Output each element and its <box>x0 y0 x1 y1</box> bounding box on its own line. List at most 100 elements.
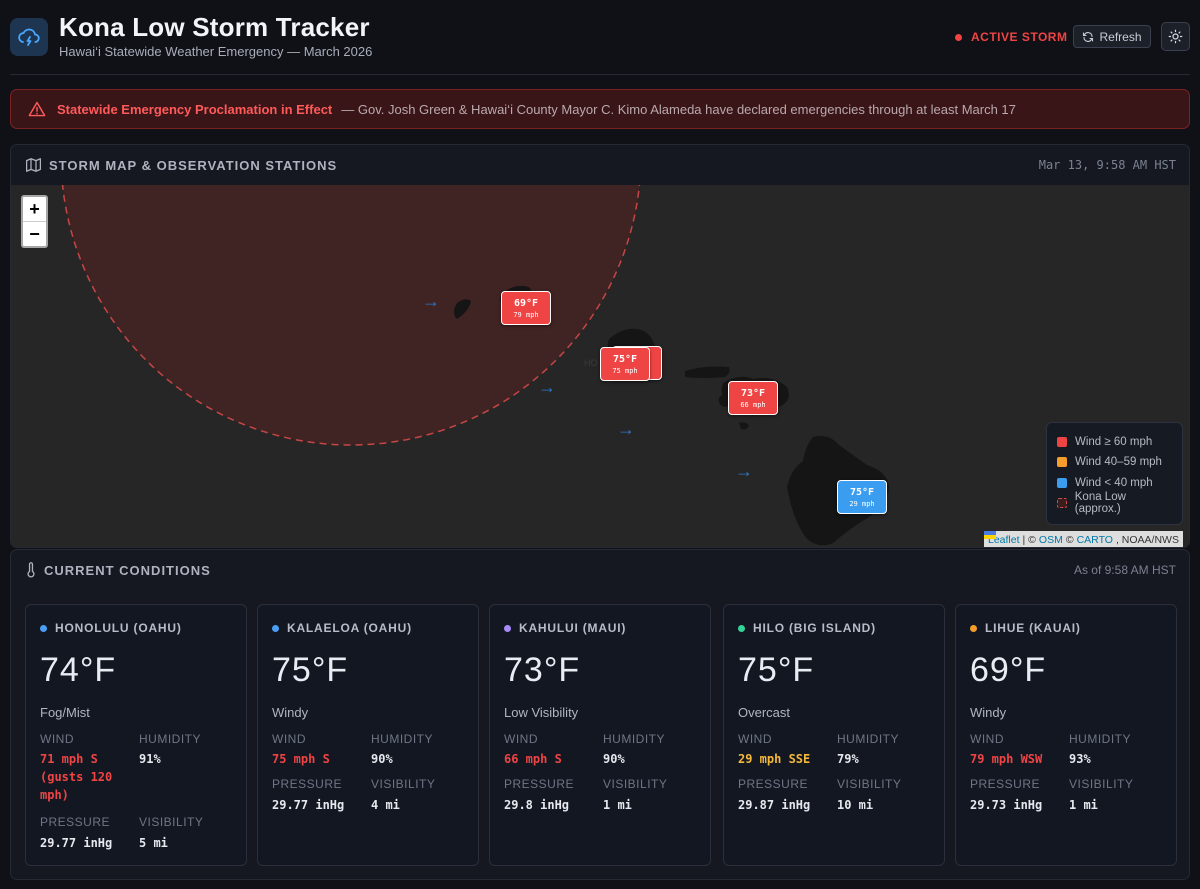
station-temperature: 74°F <box>40 651 117 689</box>
current-conditions-panel: CURRENT CONDITIONS As of 9:58 AM HST HON… <box>10 549 1190 880</box>
humidity-label: HUMIDITY <box>1069 732 1131 746</box>
zoom-out-button[interactable]: − <box>29 224 40 244</box>
visibility-label: VISIBILITY <box>837 777 902 791</box>
pressure-value: 29.77 inHg <box>40 836 113 850</box>
station-condition: Windy <box>272 705 309 720</box>
marker-wind: 66 mph <box>740 400 766 409</box>
station-dot <box>970 624 977 632</box>
station-condition: Windy <box>970 705 1007 720</box>
wind-value: 75 mph S <box>272 752 330 766</box>
pressure-value: 29.73 inHg <box>970 798 1043 812</box>
map-attribution: Leaflet | © OSM © CARTO, NOAA/NWS <box>984 531 1183 547</box>
station-card: HILO (BIG ISLAND) 75°F Overcast WIND HUM… <box>723 604 945 866</box>
visibility-label: VISIBILITY <box>1069 777 1134 791</box>
page-title: Kona Low Storm Tracker <box>59 12 370 42</box>
station-name: HONOLULU (OAHU) <box>40 621 182 635</box>
station-dot <box>40 624 47 632</box>
app-header: Kona Low Storm Tracker Hawai‘i Statewide… <box>10 10 1190 75</box>
station-temperature: 69°F <box>970 651 1047 689</box>
wind-arrow-icon: → <box>538 377 556 397</box>
sun-icon <box>1168 29 1183 44</box>
marker-wind: 29 mph <box>849 499 875 508</box>
wind-label: WIND <box>272 732 306 746</box>
attribution-sep: | © <box>1022 533 1036 546</box>
station-condition: Overcast <box>738 705 791 720</box>
island-kahoolawe <box>739 422 749 430</box>
visibility-value: 1 mi <box>603 798 632 812</box>
wind-label: WIND <box>504 732 538 746</box>
wind-arrow-icon: → <box>617 419 635 439</box>
station-temperature: 75°F <box>738 651 815 689</box>
status-dot <box>955 33 962 41</box>
station-dot <box>504 624 511 632</box>
station-card: KALAELOA (OAHU) 75°F Windy WIND HUMIDITY… <box>257 604 479 866</box>
station-name: KALAELOA (OAHU) <box>272 621 412 635</box>
humidity-label: HUMIDITY <box>371 732 433 746</box>
station-condition: Low Visibility <box>504 705 579 720</box>
visibility-label: VISIBILITY <box>371 777 436 791</box>
marker-temp: 75°F <box>849 486 875 498</box>
legend-item: Wind ≥ 60 mph <box>1057 432 1172 452</box>
storm-map-panel: STORM MAP & OBSERVATION STATIONS Mar 13,… <box>10 144 1190 548</box>
island-niihau <box>454 299 471 319</box>
visibility-label: VISIBILITY <box>139 815 204 829</box>
visibility-value: 1 mi <box>1069 798 1098 812</box>
pressure-label: PRESSURE <box>40 815 111 829</box>
wind-value: 79 mph WSW <box>970 752 1043 766</box>
station-name: HILO (BIG ISLAND) <box>738 621 876 635</box>
page-subtitle: Hawai‘i Statewide Weather Emergency — Ma… <box>59 44 373 59</box>
map-panel-title: STORM MAP & OBSERVATION STATIONS <box>49 157 338 173</box>
pressure-value: 29.87 inHg <box>738 798 811 812</box>
refresh-button-label: Refresh <box>1099 29 1142 44</box>
station-card: KAHULUI (MAUI) 73°F Low Visibility WIND … <box>489 604 711 866</box>
marker-wind: 75 mph <box>612 366 638 375</box>
osm-link[interactable]: OSM <box>1038 533 1063 546</box>
wind-value: 29 mph SSE <box>738 752 811 766</box>
refresh-button[interactable]: Refresh <box>1073 25 1151 48</box>
storm-map[interactable]: HO → → → → 69°F 79 mph 75°F 75 mph 73°F … <box>11 185 1189 547</box>
map-panel-header: STORM MAP & OBSERVATION STATIONS Mar 13,… <box>11 145 1189 185</box>
banner-title: Statewide Emergency Proclamation in Effe… <box>57 101 333 117</box>
legend-label: Wind ≥ 60 mph <box>1075 436 1153 449</box>
wind-arrow-icon: → <box>735 461 753 481</box>
map-timestamp: Mar 13, 9:58 AM HST <box>1038 158 1176 172</box>
station-marker-kalaeloa[interactable]: 75°F 75 mph <box>600 347 650 381</box>
wind-arrow-icon: → <box>422 291 440 311</box>
wind-label: WIND <box>970 732 1004 746</box>
legend-swatch <box>1057 437 1067 448</box>
station-marker-hilo[interactable]: 75°F 29 mph <box>837 480 887 514</box>
legend-swatch <box>1057 477 1067 488</box>
pressure-label: PRESSURE <box>272 777 343 791</box>
conditions-panel-header: CURRENT CONDITIONS As of 9:58 AM HST <box>11 550 1189 590</box>
theme-toggle-button[interactable] <box>1161 22 1190 51</box>
wind-value: 66 mph S <box>504 752 562 766</box>
status-badge-label: ACTIVE STORM <box>971 30 1068 44</box>
map-legend: Wind ≥ 60 mph Wind 40–59 mph Wind < 40 m… <box>1046 422 1183 525</box>
legend-item: Kona Low (approx.) <box>1057 491 1172 515</box>
humidity-value: 91% <box>139 752 161 766</box>
status-badge: ACTIVE STORM <box>955 30 1067 44</box>
warning-icon <box>28 101 46 117</box>
carto-link[interactable]: CARTO <box>1076 533 1113 546</box>
station-temperature: 75°F <box>272 651 349 689</box>
station-name-label: KALAELOA (OAHU) <box>287 621 412 635</box>
attribution-tail: , NOAA/NWS <box>1115 533 1179 546</box>
station-name-label: KAHULUI (MAUI) <box>519 621 627 635</box>
storm-cloud-icon <box>10 18 48 56</box>
humidity-value: 79% <box>837 752 859 766</box>
island-molokai <box>685 366 730 378</box>
station-marker-lihue[interactable]: 69°F 79 mph <box>501 291 551 325</box>
zoom-in-button[interactable]: + <box>23 197 46 222</box>
legend-label: Wind 40–59 mph <box>1075 456 1162 469</box>
humidity-label: HUMIDITY <box>603 732 665 746</box>
station-card: LIHUE (KAUAI) 69°F Windy WIND HUMIDITY 7… <box>955 604 1177 866</box>
station-dot <box>738 624 745 632</box>
humidity-value: 90% <box>603 752 625 766</box>
station-marker-kahului[interactable]: 73°F 66 mph <box>728 381 778 415</box>
banner-text: — Gov. Josh Green & Hawai‘i County Mayor… <box>341 101 1016 117</box>
marker-wind: 79 mph <box>513 310 539 319</box>
pressure-label: PRESSURE <box>504 777 575 791</box>
marker-temp: 73°F <box>740 387 766 399</box>
station-condition: Fog/Mist <box>40 705 90 720</box>
thermometer-icon <box>27 562 35 578</box>
